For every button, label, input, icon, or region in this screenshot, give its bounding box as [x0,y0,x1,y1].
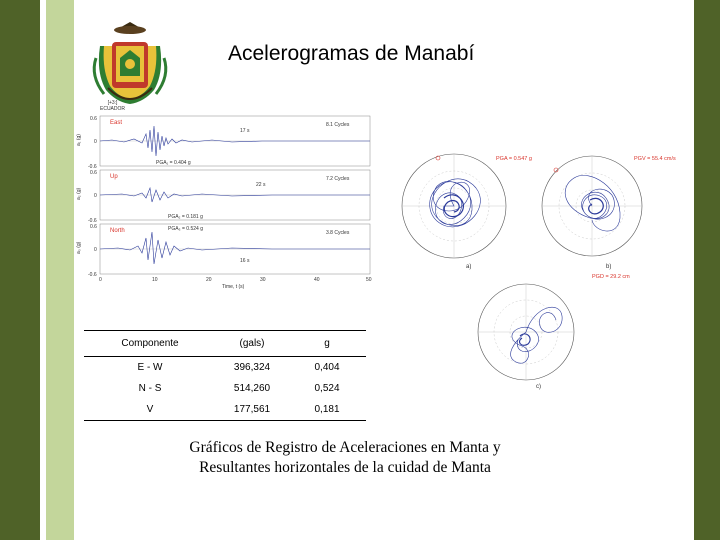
trace-up-ybottom: -0.6 [88,218,97,224]
slide-caption: Gráficos de Registro de Aceleraciones en… [150,438,540,478]
polar-b-pgv-label: PGV = 55.4 cm/s [634,156,676,162]
accelerogram-panel-east: East 8.1 Cycles 17 s PGA₁ = 0.404 g 0.6 … [76,115,371,170]
polar-c-tag: c) [536,384,541,390]
accelerogram-figure: East 8.1 Cycles 17 s PGA₁ = 0.404 g 0.6 … [76,115,372,290]
trace-up [99,186,370,203]
trace-east-pga: PGA₁ = 0.404 g [156,160,191,166]
trace-up-label: Up [110,174,118,180]
trace-east [99,125,370,157]
table-cell: 0,404 [314,362,340,373]
slide-title: Acelerogramas de Manabí [228,42,475,65]
polar-b-tag: b) [606,264,611,270]
trace-east-yzero: 0 [94,139,97,145]
coat-of-arms-logo [92,22,168,104]
left-sidebar-dark [0,0,40,540]
trace-north-pga: PGA₃ = 0.524 g [168,226,203,232]
accelerogram-panel-north: North 3.8 Cycles 16 s PGA₃ = 0.524 g 0.6… [76,223,371,278]
trace-up-cycles: 7.2 Cycles [326,176,350,182]
table-cell: 514,260 [233,383,271,394]
table-cell: E - W [137,362,163,373]
table-row: N - S 514,260 0,524 [84,378,366,399]
left-sidebar-light [46,0,74,540]
trace-up-ylabel: a₂ (g) [76,187,82,200]
trace-up-yzero: 0 [94,193,97,199]
trace-east-label: East [110,120,122,126]
polar-plot-b: PGV = 55.4 cm/s PGD = 29.2 cm b) [541,155,676,280]
table-cell: 0,181 [314,404,340,415]
trace-east-duration: 17 s [240,128,250,134]
emblem-caption: [+3:] ECUADOR [100,100,125,112]
trace-up-duration: 22 s [256,182,266,188]
table-cell: 396,324 [233,362,271,373]
emblem-caption-line2: ECUADOR [100,106,126,112]
trace-east-cycles: 8.1 Cycles [326,122,350,128]
table-row: V 177,561 0,181 [84,399,366,420]
table-row: E - W 396,324 0,404 [84,357,366,378]
table-cell: 0,524 [314,383,340,394]
trace-east-ylabel: a₁ (g) [76,134,82,146]
polar-plot-a: PGA = 0.547 g a) [401,153,532,270]
pga-table: Componente (gals) g E - W 396,324 0,404 … [84,330,366,421]
trace-north-ylabel: a₃ (g) [76,241,82,254]
trace-north-cycles: 3.8 Cycles [326,230,350,236]
emblem-caption-line1: [+3:] [107,100,118,106]
table-cell: 177,561 [233,404,271,415]
trace-up-pga: PGA₂ = 0.181 g [168,214,203,220]
table-header: Componente (gals) g [84,331,366,357]
polar-plot-c: c) [477,283,575,390]
x-tick-10: 10 [152,277,158,283]
trace-north-yzero: 0 [94,247,97,253]
table-header-g: g [324,338,330,349]
polar-b-pgd-label: PGD = 29.2 cm [592,274,630,280]
table-header-componente: Componente [121,338,179,349]
trace-north-duration: 16 s [240,258,250,264]
table-cell: N - S [138,383,162,394]
table-header-gals: (gals) [239,338,265,349]
accelerogram-panel-up: Up 7.2 Cycles 22 s PGA₂ = 0.181 g 0.6 0 … [76,169,371,224]
x-tick-30: 30 [260,277,266,283]
polar-a-tag: a) [466,264,471,270]
x-tick-50: 50 [366,277,372,283]
x-tick-0: 0 [99,277,102,283]
caption-line1: Gráficos de Registro de Aceleraciones en… [189,439,501,456]
x-tick-20: 20 [206,277,212,283]
trace-north-ybottom: -0.6 [88,272,97,278]
x-axis-label: Time, t (s) [222,284,245,290]
table-cell: V [146,404,154,415]
trace-north [99,231,370,265]
trace-east-ytop: 0.6 [90,116,97,122]
polar-a-pga-label: PGA = 0.547 g [496,156,532,162]
trace-up-ytop: 0.6 [90,170,97,176]
trace-north-label: North [110,228,125,234]
trace-north-ytop: 0.6 [90,224,97,230]
x-tick-40: 40 [314,277,320,283]
trace-east-ybottom: -0.6 [88,164,97,170]
caption-line2: Resultantes horizontales de la cuidad de… [199,459,491,476]
right-sidebar [694,0,720,540]
